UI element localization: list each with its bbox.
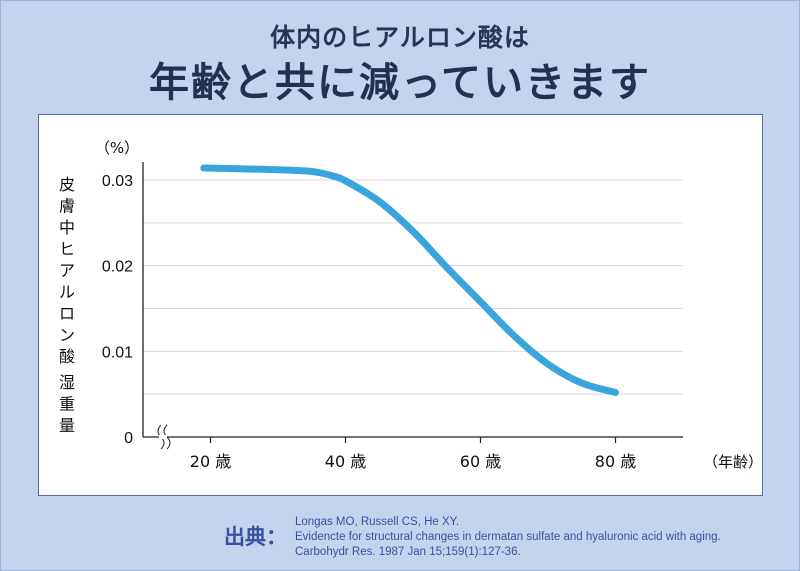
page-subtitle: 体内のヒアルロン酸は [270, 23, 530, 52]
source-line-authors: Longas MO, Russell CS, He XY. [295, 516, 460, 528]
x-axis-label: （年齢） [703, 453, 762, 471]
x-tick-label: 60 歳 [460, 452, 501, 471]
y-tick-label: 0.02 [102, 259, 133, 276]
source-line-title: Evidencte for structural changes in derm… [295, 531, 721, 543]
page-title: 年齢と共に減っていきます [149, 60, 651, 106]
y-tick-label: 0.03 [102, 173, 133, 190]
y-tick-label: 0.01 [102, 344, 133, 361]
axis-break-gap [159, 435, 167, 439]
x-tick-label: 40 歳 [325, 452, 366, 471]
x-tick-label: 20 歳 [190, 452, 231, 471]
x-tick-label: 80 歳 [595, 452, 636, 471]
source-label: 出典： [224, 525, 287, 549]
series-line [200, 164, 619, 396]
y-unit-label: （%） [95, 139, 139, 157]
y-tick-label: 0 [124, 430, 133, 447]
y-axis-label: 皮膚中ヒアルロン酸湿重量 [59, 175, 75, 435]
chart-panel: 0 0.01 0.02 0.03 20 歳 40 歳 60 歳 80 歳 （%） （年齢） 皮膚中ヒ… [38, 114, 763, 496]
source-lines: Longas MO, Russell CS, He XY. Evidencte … [295, 515, 721, 560]
source-citation: 出典： Longas MO, Russell CS, He XY. Eviden… [224, 515, 721, 560]
source-line-journal: Carbohydr Res. 1987 Jan 15;159(1):127-36… [295, 546, 521, 558]
line-chart: 0 0.01 0.02 0.03 20 歳 40 歳 60 歳 80 歳 （%） （年齢） 皮膚中ヒ… [59, 139, 762, 471]
